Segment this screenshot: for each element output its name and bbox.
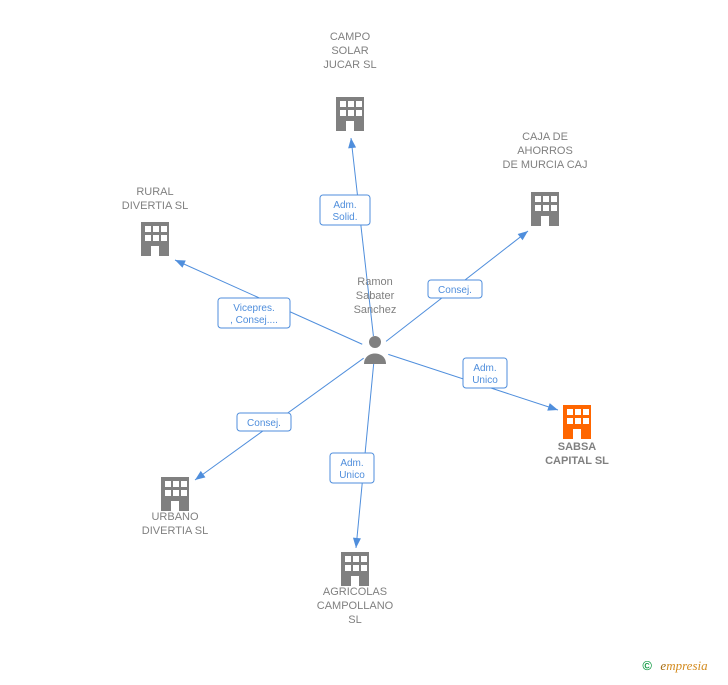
- edge-label-text: Adm.: [473, 363, 496, 374]
- company-icon-urbano: [161, 477, 189, 511]
- edge-label-text: Adm.: [333, 200, 356, 211]
- edge-label-text: Unico: [339, 470, 365, 481]
- center-label: Sabater: [356, 290, 395, 302]
- center-label: Ramon: [357, 276, 392, 288]
- company-label: DE MURCIA CAJ: [503, 159, 588, 171]
- edge-label-caja: Consej.: [428, 280, 482, 298]
- edge-label-text: Consej.: [247, 418, 281, 429]
- company-label: CAJA DE: [522, 131, 568, 143]
- edge-label-campo: Adm.Solid.: [320, 195, 370, 225]
- edge-label-agricolas: Adm.Unico: [330, 453, 374, 483]
- company-label: CAMPO: [330, 31, 371, 43]
- edge-label-text: , Consej....: [230, 315, 278, 326]
- company-label: SABSA: [558, 441, 597, 453]
- company-icon-sabsa: [563, 405, 591, 439]
- footer-brand: © empresia: [642, 657, 708, 674]
- company-icon-agricolas: [341, 552, 369, 586]
- edge-label-sabsa: Adm.Unico: [463, 358, 507, 388]
- edge-arrow-rural: [175, 260, 186, 268]
- edge-label-text: Vicepres.: [233, 303, 275, 314]
- company-label: AGRICOLAS: [323, 586, 387, 598]
- center-label: Sanchez: [354, 304, 397, 316]
- company-label: SL: [348, 614, 361, 626]
- company-label: CAMPOLLANO: [317, 600, 394, 612]
- company-icon-caja: [531, 192, 559, 226]
- company-label: DIVERTIA SL: [142, 525, 208, 537]
- company-label: RURAL: [136, 186, 173, 198]
- company-label: CAPITAL SL: [545, 455, 609, 467]
- edge-label-urbano: Consej.: [237, 413, 291, 431]
- edge-arrow-sabsa: [547, 403, 558, 411]
- edge-arrow-caja: [518, 231, 528, 240]
- company-label: SOLAR: [331, 45, 368, 57]
- edge-label-text: Solid.: [332, 212, 357, 223]
- edge-label-text: Consej.: [438, 285, 472, 296]
- edge-label-text: Unico: [472, 375, 498, 386]
- company-icon-rural: [141, 222, 169, 256]
- edge-arrow-agricolas: [353, 538, 361, 548]
- edge-arrow-campo: [348, 138, 356, 148]
- company-icon-campo: [336, 97, 364, 131]
- edge-arrow-urbano: [195, 471, 205, 480]
- company-label: URBANO: [151, 511, 199, 523]
- edge-label-text: Adm.: [340, 458, 363, 469]
- person-icon: [364, 336, 386, 364]
- company-label: DIVERTIA SL: [122, 200, 188, 212]
- edge-label-rural: Vicepres., Consej....: [218, 298, 290, 328]
- company-label: JUCAR SL: [323, 59, 376, 71]
- company-label: AHORROS: [517, 145, 573, 157]
